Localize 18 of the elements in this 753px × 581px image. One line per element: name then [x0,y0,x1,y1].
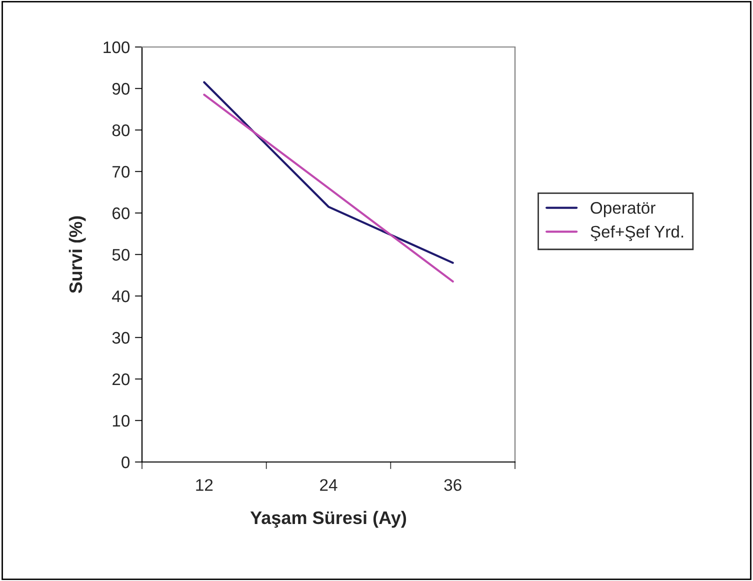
x-axis-title: Yaşam Süresi (Ay) [250,510,406,528]
y-tick-label: 90 [112,82,130,95]
y-tick-label: 40 [112,290,130,302]
y-tick-label: 100 [104,41,130,54]
y-tick-label: 10 [112,414,130,427]
y-tick-label: 70 [112,166,130,178]
y-tick-label: 80 [112,124,130,136]
x-tick-label: 24 [320,479,338,491]
y-axis-title: Survi (%) [68,216,86,294]
y-tick-label: 30 [112,332,130,344]
x-tick-label: 12 [196,479,213,491]
y-tick-label: 20 [112,373,130,386]
legend-label: Şef+Şef Yrd. [590,225,684,242]
y-tick-label: 0 [122,456,130,468]
y-tick-label: 50 [112,248,130,261]
y-tick-label: 60 [112,207,130,220]
x-tick-label: 36 [444,479,462,491]
legend-label: Operatör [590,202,656,218]
